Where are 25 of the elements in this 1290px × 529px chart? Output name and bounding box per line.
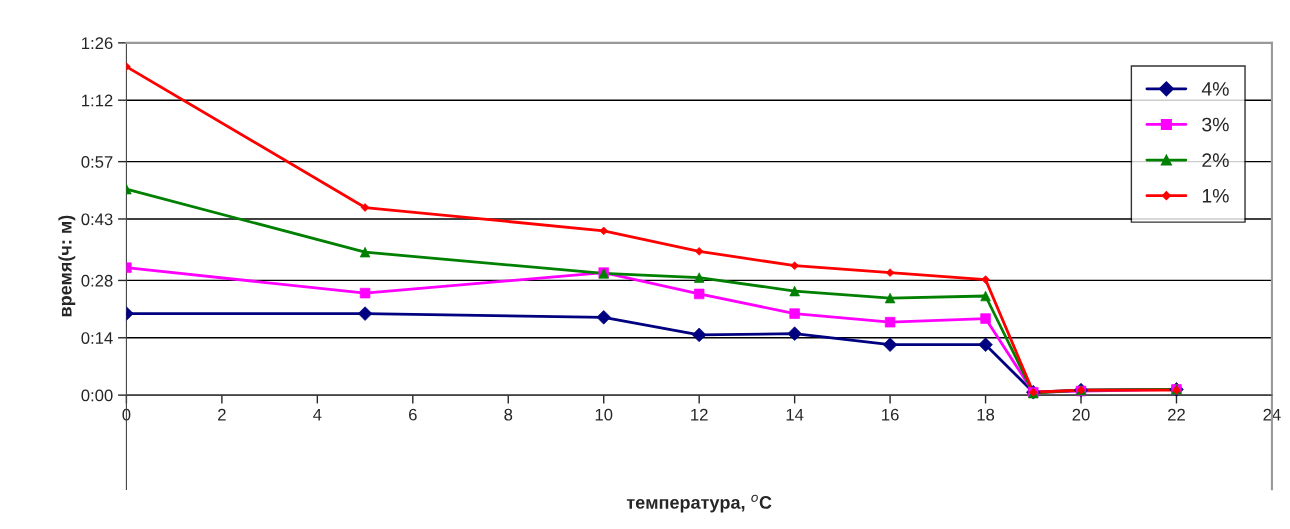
x-tick-label: 10	[595, 408, 613, 421]
x-axis-title: температура, $^{o}$C	[626, 494, 772, 513]
y-tick-label: 0:14	[81, 332, 113, 344]
x-tick-label: 12	[691, 408, 708, 421]
x-tick-label: 6	[409, 408, 417, 421]
legend-label: 1%	[1202, 189, 1229, 203]
legend-label: 3%	[1202, 117, 1229, 132]
y-tick-label: 1:26	[82, 37, 113, 50]
y-tick-label: 0:43	[81, 213, 113, 226]
x-tick-label: 4	[313, 408, 322, 421]
x-tick-label: 18	[977, 408, 995, 421]
y-tick-label: 1:12	[82, 94, 113, 107]
legend-label: 2%	[1202, 153, 1229, 167]
x-tick-label: 8	[504, 408, 513, 421]
x-tick-label: 16	[882, 408, 899, 421]
x-tick-label: 14	[786, 408, 804, 421]
x-tick-label: 24	[1263, 408, 1281, 421]
x-tick-label: 2	[218, 408, 226, 421]
x-tick-label: 22	[1168, 408, 1185, 421]
y-tick-label: 0:00	[81, 389, 113, 402]
y-tick-label: 0:28	[81, 274, 113, 287]
y-tick-label: 0:57	[81, 156, 113, 168]
x-tick-label: 20	[1072, 408, 1090, 421]
y-axis-title: время(ч: м)	[58, 215, 76, 317]
legend-label: 4%	[1201, 82, 1229, 96]
